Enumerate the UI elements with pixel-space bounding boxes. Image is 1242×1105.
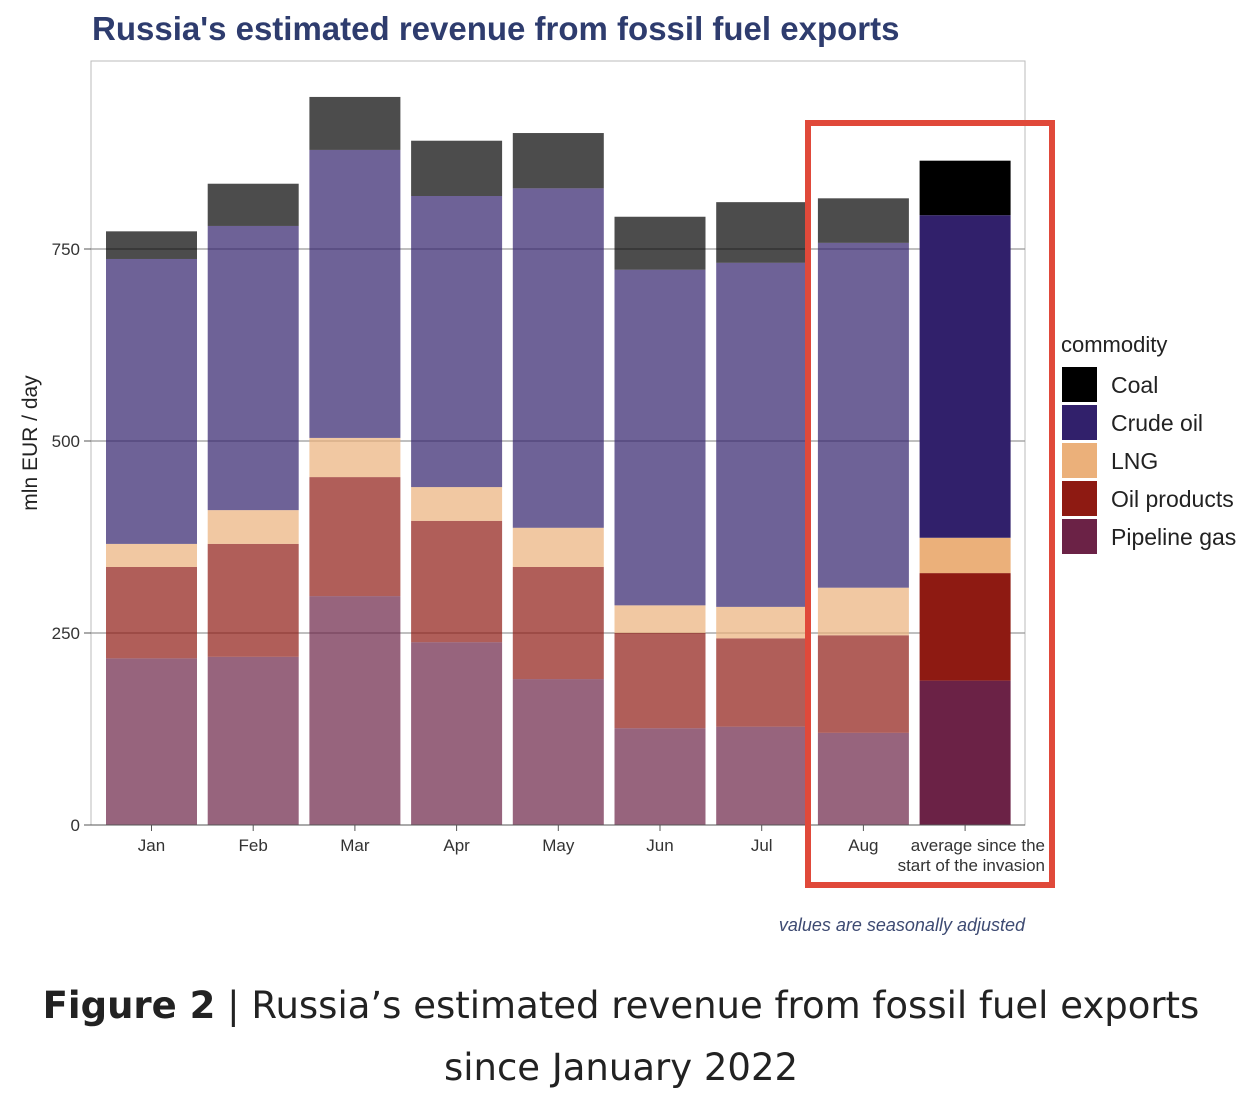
bar-crude-oil <box>207 225 299 511</box>
annotation: values are seasonally adjusted <box>779 915 1026 935</box>
x-tick-label: Apr <box>443 836 470 855</box>
bar-coal <box>817 198 909 243</box>
y-tick-label: 750 <box>52 240 80 259</box>
bar-lng <box>411 487 503 521</box>
bar-pipeline-gas <box>106 658 197 825</box>
legend-label: Pipeline gas <box>1111 524 1236 550</box>
bar-crude-oil <box>614 269 706 606</box>
bar-coal <box>512 133 604 189</box>
bar-lng <box>512 527 604 567</box>
legend-label: Coal <box>1111 372 1158 398</box>
bar-coal <box>411 140 503 197</box>
bar-crude-oil <box>106 258 197 544</box>
legend-title: commodity <box>1061 332 1167 357</box>
bar-oil-products <box>207 543 299 657</box>
x-tick-label: May <box>542 836 575 855</box>
y-axis-label: mln EUR / day <box>19 375 42 511</box>
bar-oil-products <box>512 566 604 680</box>
y-tick-label: 250 <box>52 624 80 643</box>
bar-coal <box>207 183 299 226</box>
legend-swatch-pipeline-gas <box>1062 519 1097 554</box>
x-tick-label: Jul <box>751 836 773 855</box>
x-tick-label: start of the invasion <box>898 856 1045 875</box>
y-tick-label: 500 <box>52 432 80 451</box>
bar-oil-products <box>716 638 808 727</box>
bar-oil-products <box>817 635 909 733</box>
bar-pipeline-gas <box>309 596 401 825</box>
bar-pipeline-gas <box>716 726 808 825</box>
caption-text: Russia’s estimated revenue from fossil f… <box>251 984 1200 1089</box>
legend-label: LNG <box>1111 448 1158 474</box>
legend-swatch-lng <box>1062 443 1097 478</box>
bar-oil-products <box>309 477 401 597</box>
bar-oil-products <box>106 566 197 659</box>
bar-coal <box>309 96 401 150</box>
legend-swatch-oil-products <box>1062 481 1097 516</box>
legend-label: Crude oil <box>1111 410 1203 436</box>
x-tick-label: Mar <box>340 836 370 855</box>
bar-lng <box>919 537 1011 574</box>
bar-pipeline-gas <box>207 656 299 825</box>
bar-coal <box>919 160 1011 216</box>
bar-pipeline-gas <box>411 642 503 825</box>
legend-label: Oil products <box>1111 486 1234 512</box>
bar-crude-oil <box>309 149 401 438</box>
stacked-bar-chart: Russia's estimated revenue from fossil f… <box>19 10 1236 935</box>
bar-crude-oil <box>512 188 604 528</box>
chart-title: Russia's estimated revenue from fossil f… <box>92 10 899 47</box>
x-tick-label: average since the <box>911 836 1045 855</box>
bar-crude-oil <box>817 242 909 588</box>
bar-lng <box>716 606 808 639</box>
bar-coal <box>106 231 197 259</box>
bar-lng <box>309 437 401 478</box>
x-tick-label: Feb <box>239 836 268 855</box>
bar-lng <box>106 543 197 567</box>
bar-pipeline-gas <box>817 732 909 825</box>
bar-coal <box>716 202 808 263</box>
bar-crude-oil <box>716 262 808 607</box>
bar-oil-products <box>614 633 706 729</box>
figure-caption: Figure 2 | Russia’s estimated revenue fr… <box>0 975 1242 1099</box>
legend-swatch-coal <box>1062 367 1097 402</box>
caption-separator: | <box>215 984 252 1027</box>
bar-oil-products <box>919 573 1011 681</box>
bar-oil-products <box>411 520 503 643</box>
x-tick-label: Aug <box>848 836 878 855</box>
caption-label: Figure 2 <box>42 984 216 1027</box>
bar-lng <box>817 587 909 636</box>
highlight-box <box>805 120 1055 888</box>
y-tick-label: 0 <box>71 816 80 835</box>
x-tick-label: Jun <box>646 836 673 855</box>
bar-lng <box>207 510 299 544</box>
bar-crude-oil <box>919 215 1011 538</box>
bar-crude-oil <box>411 196 503 488</box>
bar-pipeline-gas <box>919 680 1011 825</box>
bar-coal <box>614 216 706 270</box>
bar-pipeline-gas <box>614 728 706 825</box>
x-tick-label: Jan <box>138 836 165 855</box>
bar-lng <box>614 605 706 633</box>
legend-swatch-crude-oil <box>1062 405 1097 440</box>
bar-pipeline-gas <box>512 679 604 825</box>
